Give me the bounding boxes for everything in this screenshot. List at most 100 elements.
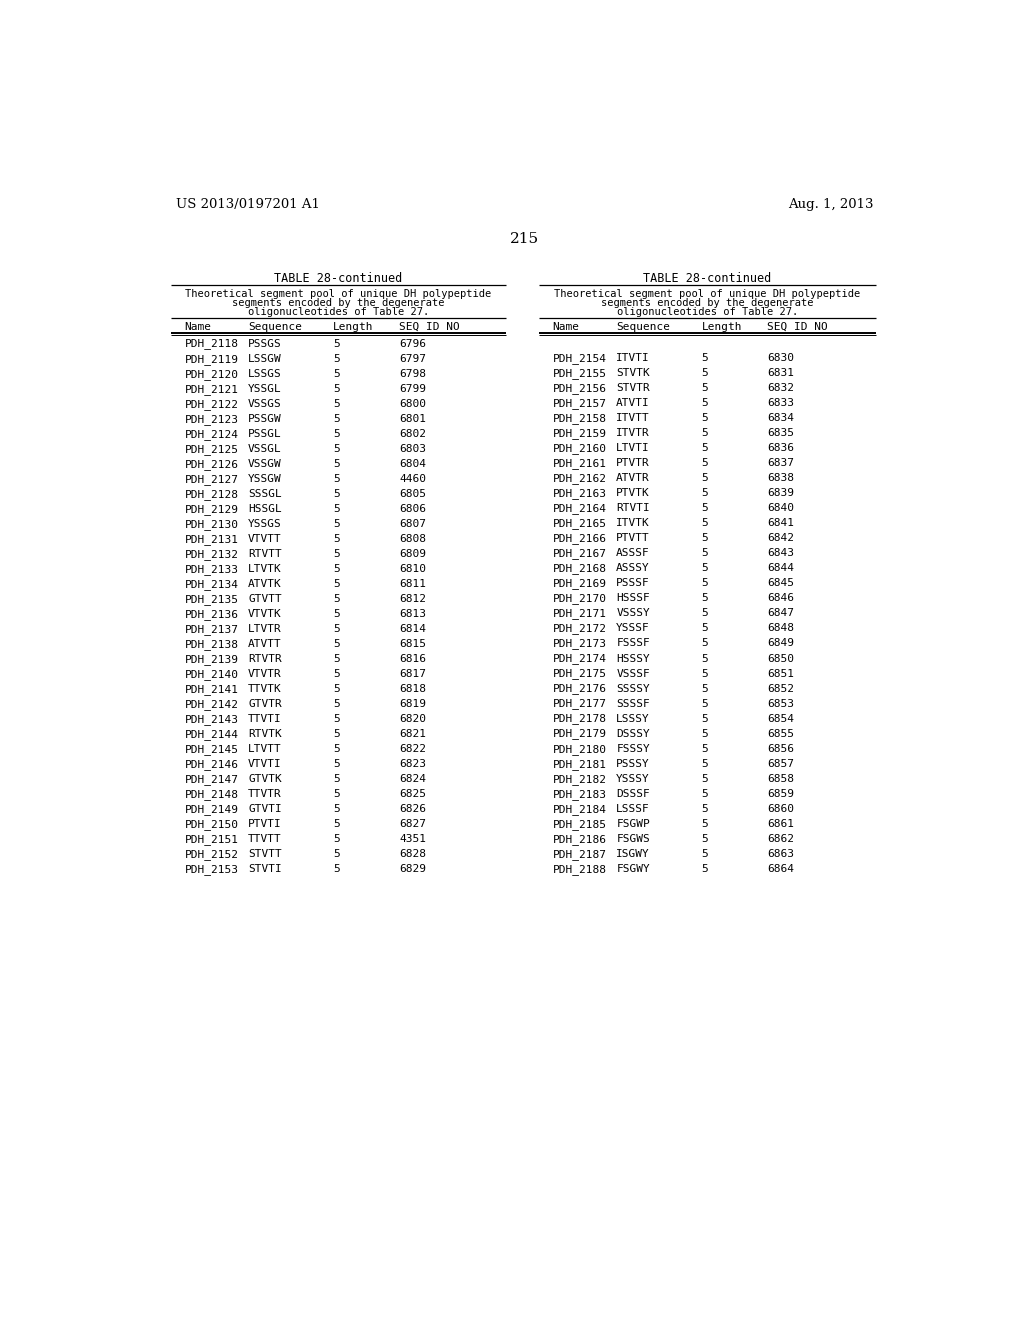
Text: 5: 5 [334, 384, 340, 393]
Text: 5: 5 [701, 834, 709, 843]
Text: 5: 5 [701, 729, 709, 739]
Text: PDH_2167: PDH_2167 [553, 548, 606, 560]
Text: 5: 5 [334, 849, 340, 859]
Text: 6851: 6851 [767, 668, 795, 678]
Text: 5: 5 [701, 458, 709, 469]
Text: PDH_2179: PDH_2179 [553, 729, 606, 739]
Text: PDH_2128: PDH_2128 [184, 488, 239, 500]
Text: 5: 5 [701, 849, 709, 859]
Text: 6858: 6858 [767, 774, 795, 784]
Text: 5: 5 [334, 413, 340, 424]
Text: PDH_2177: PDH_2177 [553, 698, 606, 709]
Text: 6857: 6857 [767, 759, 795, 768]
Text: 6825: 6825 [399, 789, 426, 799]
Text: PDH_2165: PDH_2165 [553, 519, 606, 529]
Text: 6828: 6828 [399, 849, 426, 859]
Text: LTVTT: LTVTT [248, 744, 282, 754]
Text: 6805: 6805 [399, 488, 426, 499]
Text: 5: 5 [701, 788, 709, 799]
Text: ITVTT: ITVTT [616, 413, 650, 424]
Text: 6842: 6842 [767, 533, 795, 544]
Text: 6815: 6815 [399, 639, 426, 649]
Text: 4351: 4351 [399, 834, 426, 843]
Text: 5: 5 [701, 428, 709, 438]
Text: Name: Name [184, 322, 212, 331]
Text: PDH_2123: PDH_2123 [184, 413, 239, 425]
Text: 5: 5 [701, 368, 709, 379]
Text: 6826: 6826 [399, 804, 426, 814]
Text: 6861: 6861 [767, 818, 795, 829]
Text: 5: 5 [701, 474, 709, 483]
Text: oligonucleotides of Table 27.: oligonucleotides of Table 27. [248, 308, 429, 317]
Text: 5: 5 [334, 564, 340, 574]
Text: 6838: 6838 [767, 474, 795, 483]
Text: 5: 5 [701, 383, 709, 393]
Text: 5: 5 [701, 564, 709, 573]
Text: 6813: 6813 [399, 609, 426, 619]
Text: YSSGS: YSSGS [248, 519, 282, 529]
Text: LTVTK: LTVTK [248, 564, 282, 574]
Text: GTVTI: GTVTI [248, 804, 282, 814]
Text: PDH_2169: PDH_2169 [553, 578, 606, 589]
Text: 6801: 6801 [399, 413, 426, 424]
Text: 5: 5 [701, 609, 709, 619]
Text: PDH_2158: PDH_2158 [553, 413, 606, 424]
Text: YSSSY: YSSSY [616, 774, 650, 784]
Text: 5: 5 [334, 488, 340, 499]
Text: GTVTT: GTVTT [248, 594, 282, 603]
Text: PDH_2170: PDH_2170 [553, 594, 606, 605]
Text: PDH_2135: PDH_2135 [184, 594, 239, 605]
Text: 6817: 6817 [399, 669, 426, 678]
Text: 5: 5 [334, 759, 340, 770]
Text: PDH_2166: PDH_2166 [553, 533, 606, 544]
Text: 6830: 6830 [767, 354, 795, 363]
Text: HSSGL: HSSGL [248, 504, 282, 513]
Text: 6848: 6848 [767, 623, 795, 634]
Text: segments encoded by the degenerate: segments encoded by the degenerate [232, 298, 444, 308]
Text: 5: 5 [334, 519, 340, 529]
Text: 6841: 6841 [767, 519, 795, 528]
Text: 5: 5 [334, 804, 340, 814]
Text: PSSGL: PSSGL [248, 429, 282, 438]
Text: 5: 5 [334, 354, 340, 363]
Text: 5: 5 [334, 774, 340, 784]
Text: FSGWP: FSGWP [616, 818, 650, 829]
Text: PSSGW: PSSGW [248, 413, 282, 424]
Text: 5: 5 [701, 578, 709, 589]
Text: 5: 5 [334, 834, 340, 843]
Text: FSSSF: FSSSF [616, 639, 650, 648]
Text: PDH_2141: PDH_2141 [184, 684, 239, 694]
Text: FSSSY: FSSSY [616, 743, 650, 754]
Text: PDH_2125: PDH_2125 [184, 444, 239, 454]
Text: 6818: 6818 [399, 684, 426, 694]
Text: VSSGS: VSSGS [248, 399, 282, 409]
Text: PDH_2126: PDH_2126 [184, 459, 239, 470]
Text: 5: 5 [701, 354, 709, 363]
Text: PDH_2184: PDH_2184 [553, 804, 606, 814]
Text: PDH_2130: PDH_2130 [184, 519, 239, 529]
Text: 5: 5 [334, 504, 340, 513]
Text: 5: 5 [701, 759, 709, 768]
Text: PDH_2122: PDH_2122 [184, 399, 239, 409]
Text: PDH_2161: PDH_2161 [553, 458, 606, 469]
Text: Length: Length [701, 322, 742, 331]
Text: STVTT: STVTT [248, 849, 282, 859]
Text: PDH_2163: PDH_2163 [553, 488, 606, 499]
Text: PDH_2181: PDH_2181 [553, 759, 606, 770]
Text: 5: 5 [701, 863, 709, 874]
Text: 5: 5 [701, 594, 709, 603]
Text: DSSSF: DSSSF [616, 788, 650, 799]
Text: PDH_2180: PDH_2180 [553, 743, 606, 755]
Text: TTVTR: TTVTR [248, 789, 282, 799]
Text: PDH_2152: PDH_2152 [184, 849, 239, 861]
Text: 5: 5 [334, 639, 340, 649]
Text: 5: 5 [334, 684, 340, 694]
Text: 5: 5 [334, 579, 340, 589]
Text: 5: 5 [701, 623, 709, 634]
Text: VTVTR: VTVTR [248, 669, 282, 678]
Text: LSSSY: LSSSY [616, 714, 650, 723]
Text: PSSSY: PSSSY [616, 759, 650, 768]
Text: Aug. 1, 2013: Aug. 1, 2013 [788, 198, 873, 211]
Text: PDH_2187: PDH_2187 [553, 849, 606, 859]
Text: 6822: 6822 [399, 744, 426, 754]
